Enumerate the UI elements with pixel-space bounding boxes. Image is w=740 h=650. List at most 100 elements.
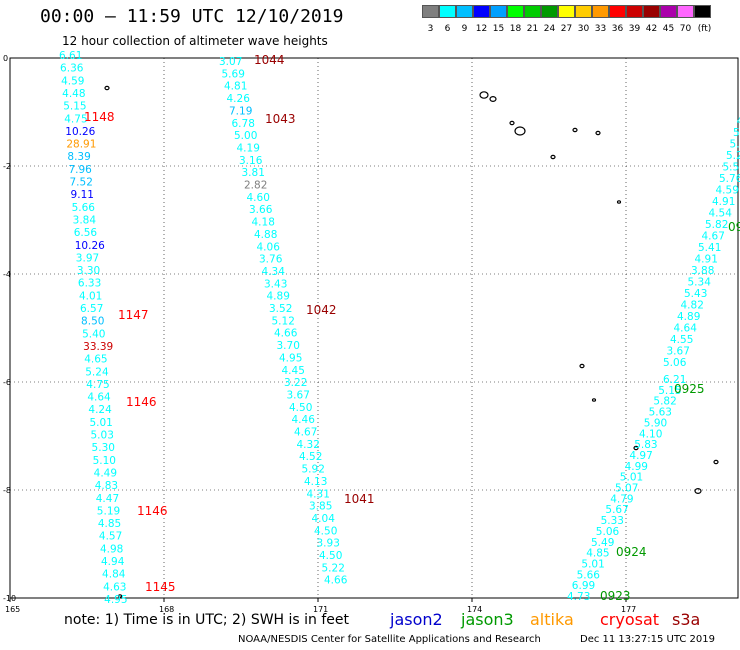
wave-height-value: 4.47 xyxy=(96,493,119,505)
y-tick-label: -2 xyxy=(3,162,11,171)
wave-height-value: 2.82 xyxy=(244,180,267,192)
wave-height-value: 3.66 xyxy=(249,204,273,216)
wave-height-value: 3.67 xyxy=(287,389,310,401)
wave-height-value: 4.67 xyxy=(702,231,725,243)
wave-height-value: 5.15 xyxy=(63,101,86,113)
pass-time-label: 0924 xyxy=(616,545,647,559)
page-title: 00:00 – 11:59 UTC 12/10/2019 xyxy=(40,6,344,27)
island-outlines xyxy=(104,85,719,598)
wave-height-value: 6.33 xyxy=(78,278,101,290)
island-outline xyxy=(117,594,123,598)
pass-time-label: 1146 xyxy=(137,504,168,518)
units-note: note: 1) Time is in UTC; 2) SWH is in fe… xyxy=(64,612,350,628)
wave-height-value: 4.49 xyxy=(94,467,117,479)
legend-label: 9 xyxy=(461,24,468,34)
legend-swatch xyxy=(694,5,711,18)
wave-height-value: 3.07 xyxy=(219,56,242,68)
legend-swatch xyxy=(677,5,694,18)
generated-timestamp: Dec 11 13:27:15 UTC 2019 xyxy=(580,634,715,645)
legend-swatch xyxy=(643,5,660,18)
wave-height-value: 5.34 xyxy=(688,277,712,289)
wave-height-value: 4.75 xyxy=(86,379,109,391)
satellite-label-s3a: s3a xyxy=(672,610,701,629)
wave-height-value: 5.92 xyxy=(302,464,325,476)
altimeter-tracks: 6.616.364.594.485.154.7510.2628.918.397.… xyxy=(59,50,740,606)
wave-height-value: 10.26 xyxy=(65,126,95,138)
legend-label: 33 xyxy=(594,24,607,34)
wave-height-value: 4.54 xyxy=(709,208,733,220)
wave-height-value: 3.22 xyxy=(284,377,307,389)
wave-height-value: 4.45 xyxy=(282,365,305,377)
wave-height-value: 4.50 xyxy=(319,550,342,562)
wave-height-value: 5.69 xyxy=(222,68,245,80)
legend-label: 27 xyxy=(560,24,573,34)
wave-height-value: 5.66 xyxy=(72,202,96,214)
wave-height-value: 3.52 xyxy=(269,303,292,315)
wave-height-value: 4.10 xyxy=(639,428,662,440)
wave-height-value: 4.63 xyxy=(103,581,126,593)
wave-height-value: 4.89 xyxy=(677,311,700,323)
x-tick-label: 168 xyxy=(159,605,174,614)
wave-height-value: 4.64 xyxy=(87,392,111,404)
wave-height-value: 4.95 xyxy=(104,594,127,606)
wave-height-value: 5.41 xyxy=(698,242,721,254)
y-tick-label: -6 xyxy=(3,378,11,387)
wave-height-value: 5.10 xyxy=(93,455,116,467)
pass-time-label: 1147 xyxy=(118,308,149,322)
wave-height-value: 6.36 xyxy=(60,63,84,75)
wave-height-value: 7.52 xyxy=(70,177,93,189)
satellite-label-altika: altika xyxy=(530,610,574,629)
wave-height-value: 4.97 xyxy=(629,450,652,462)
island-outline xyxy=(579,363,585,369)
wave-height-value: 5.43 xyxy=(684,288,707,300)
wave-height-value: 4.91 xyxy=(712,196,735,208)
wave-height-value: 5.49 xyxy=(591,537,614,549)
wave-height-value: 4.88 xyxy=(254,229,277,241)
wave-height-value: 4.60 xyxy=(247,192,270,204)
x-tick-label: 174 xyxy=(467,605,482,614)
island-outline xyxy=(489,95,497,102)
wave-height-value: 3.30 xyxy=(77,265,100,277)
island-outline xyxy=(550,154,556,160)
wave-height-value: 4.59 xyxy=(716,185,739,197)
wave-height-value: 4.85 xyxy=(98,518,121,530)
legend-label: 21 xyxy=(526,24,539,34)
island-outline xyxy=(479,91,489,99)
wave-height-value: 5.90 xyxy=(644,417,667,429)
legend-label: 18 xyxy=(509,24,522,34)
wave-height-value: 5.63 xyxy=(649,407,672,419)
wave-height-value: 5.83 xyxy=(634,439,657,451)
legend-label: 70 xyxy=(679,24,692,34)
wave-height-value: 4.04 xyxy=(312,513,336,525)
wave-height-value: 4.89 xyxy=(267,291,290,303)
wave-height-value: 5.76 xyxy=(719,173,740,185)
wave-height-value: 4.73 xyxy=(567,591,590,603)
wave-height-value: 5.01 xyxy=(620,472,643,484)
wave-height-value: 5.49 xyxy=(730,139,740,151)
wave-height-value: 7.96 xyxy=(68,164,92,176)
wave-height-value: 4.32 xyxy=(297,439,320,451)
wave-height-value: 4.85 xyxy=(586,548,609,560)
pass-time-label: 1145 xyxy=(145,580,176,594)
wave-height-value: 4.66 xyxy=(324,575,348,587)
legend-swatch xyxy=(558,5,575,18)
wave-height-value: 5.52 xyxy=(723,162,740,174)
island-outline xyxy=(572,127,578,133)
wave-height-value: 5.03 xyxy=(91,430,114,442)
wave-height-value: 4.48 xyxy=(62,88,85,100)
pass-time-label: 1146 xyxy=(126,395,157,409)
y-tick-label: -8 xyxy=(3,486,11,495)
wave-height-value: 4.52 xyxy=(299,451,322,463)
legend-swatch xyxy=(626,5,643,18)
wave-height-value: 4.01 xyxy=(79,290,102,302)
wave-height-value: 5.06 xyxy=(596,526,620,538)
wave-height-value: 4.75 xyxy=(64,113,87,125)
legend-label: 3 xyxy=(427,24,434,34)
wave-height-value: 5.21 xyxy=(733,127,740,139)
wave-height-value: 5.67 xyxy=(605,504,628,516)
wave-height-value: 3.81 xyxy=(242,167,265,179)
wave-height-value: 5.01 xyxy=(581,558,604,570)
pass-time-label: 0925 xyxy=(674,382,705,396)
legend-swatch xyxy=(456,5,473,18)
